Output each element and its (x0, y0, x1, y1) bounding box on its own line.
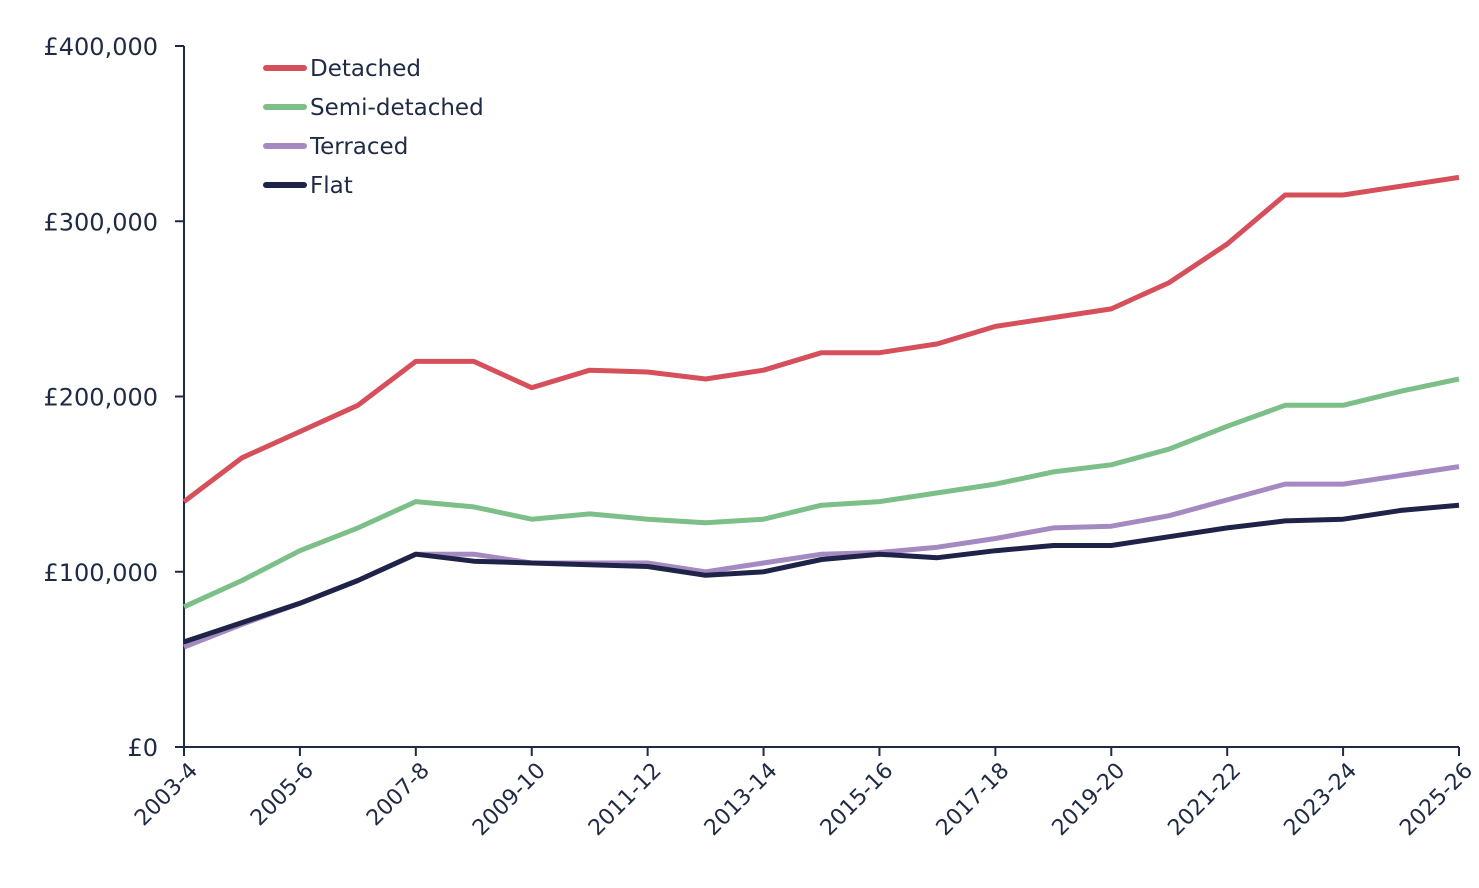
x-tick-label: 2021-22 (1163, 758, 1246, 841)
x-tick-label: 2017-18 (932, 758, 1015, 841)
series-line-detached (182, 174, 1460, 504)
x-tick-label: 2011-12 (584, 758, 667, 841)
y-tick-label: £100,000 (43, 559, 158, 587)
series-lines (182, 174, 1460, 650)
legend-label-semi-detached: Semi-detached (310, 95, 484, 121)
x-tick-label: 2019-20 (1048, 758, 1131, 841)
y-tick-label: £300,000 (43, 208, 158, 236)
series-line-flat (183, 502, 1460, 645)
x-tick-label: 2009-10 (468, 758, 551, 841)
x-tick-label: 2025-26 (1395, 758, 1478, 841)
series-line-semi-detached (182, 376, 1460, 610)
x-tick-label: 2007-8 (362, 758, 435, 831)
x-tick-label: 2003-4 (130, 758, 203, 831)
legend-label-terraced: Terraced (309, 134, 408, 160)
x-tick-label: 2013-14 (700, 758, 783, 841)
legend-label-detached: Detached (310, 56, 421, 82)
x-axis: 2003-4 2005-6 2007-8 2009-10 2011-12 2013-14 2… (130, 746, 1478, 841)
series-line-terraced (183, 464, 1460, 650)
y-tick-label: £0 (127, 734, 158, 762)
x-tick-label: 2023-24 (1279, 758, 1362, 841)
y-axis: £0 £100,000 £200,000 £300,000 £400,000 (43, 33, 185, 762)
y-tick-label: £400,000 (43, 33, 158, 61)
x-tick-label: 2005-6 (246, 758, 319, 831)
y-tick-label: £200,000 (43, 384, 158, 412)
legend: Detached Semi-detached Terraced Flat (263, 56, 484, 199)
x-tick-label: 2015-16 (816, 758, 899, 841)
legend-label-flat: Flat (310, 173, 353, 199)
